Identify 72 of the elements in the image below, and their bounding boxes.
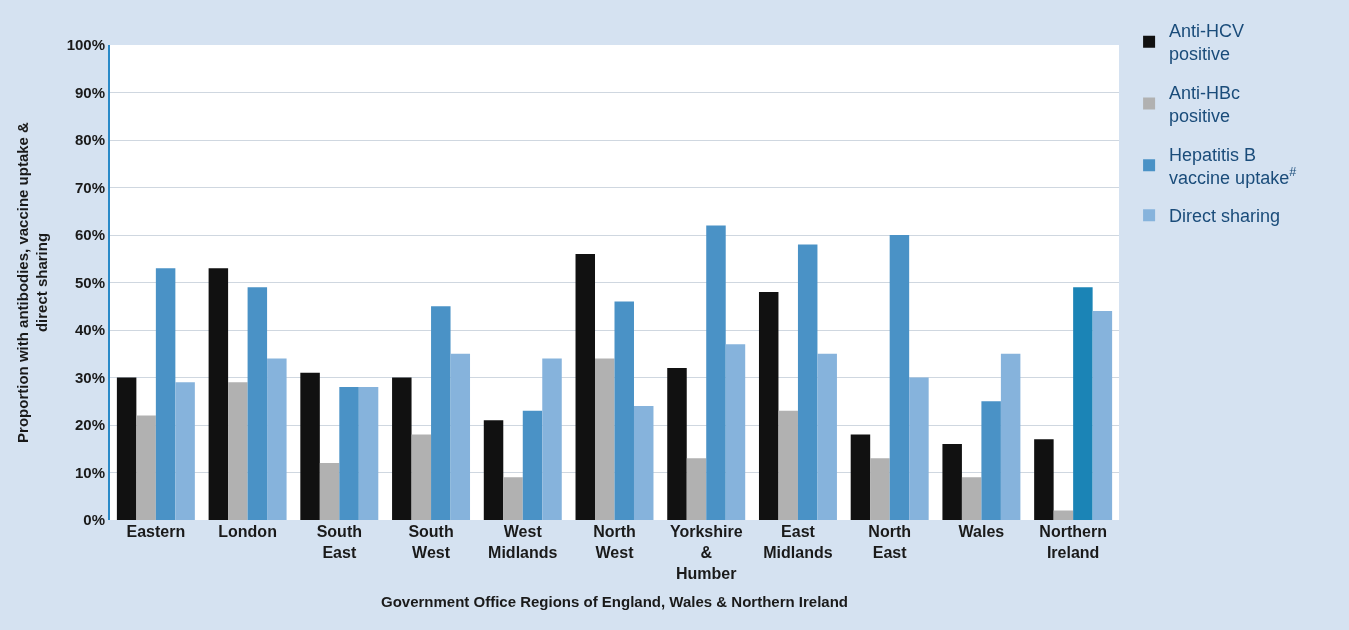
bar — [942, 444, 962, 520]
bar — [667, 368, 687, 520]
x-tick-label: North West — [593, 523, 636, 561]
bar — [1034, 439, 1054, 520]
bar — [1092, 311, 1113, 520]
bar — [981, 401, 1001, 520]
bar — [116, 377, 137, 520]
bar — [450, 353, 471, 520]
bar — [575, 254, 596, 520]
x-tick-label: Eastern — [126, 523, 186, 540]
x-tick-label: South West — [408, 523, 454, 561]
bar — [208, 268, 229, 520]
bar — [778, 410, 798, 520]
bar — [136, 415, 156, 520]
bar — [300, 372, 320, 520]
bar — [175, 382, 195, 520]
y-tick-label: 60% — [74, 226, 105, 244]
bar — [1000, 353, 1021, 520]
bar — [155, 268, 176, 520]
bar — [411, 434, 432, 520]
y-tick-label: 100% — [66, 36, 105, 54]
x-tick-label: North East — [868, 523, 912, 561]
y-tick-label: 10% — [74, 463, 105, 481]
bar — [319, 463, 340, 520]
bar — [870, 458, 890, 520]
bar — [339, 387, 359, 520]
bar — [850, 434, 871, 520]
x-tick-label: London — [218, 523, 277, 540]
y-tick-label: 50% — [74, 273, 105, 291]
y-tick-label: 0% — [83, 511, 105, 529]
bar — [817, 353, 837, 520]
legend-label: Anti-HCV positive — [1169, 20, 1245, 65]
bar — [503, 477, 523, 520]
bar — [595, 358, 615, 520]
x-tick-label: Wales — [958, 523, 1005, 540]
y-tick-label: 70% — [74, 178, 105, 196]
bar — [686, 458, 707, 520]
bar — [542, 358, 562, 520]
bar — [228, 382, 248, 520]
y-tick-label: 90% — [74, 83, 105, 101]
bar — [522, 410, 543, 520]
bar — [247, 287, 268, 520]
legend-label: Direct sharing — [1169, 206, 1281, 227]
y-tick-label: 40% — [74, 321, 105, 339]
bar — [797, 244, 818, 520]
bar — [1053, 510, 1074, 520]
bar — [961, 477, 982, 520]
x-tick-label: West Midlands — [488, 523, 558, 561]
bar — [889, 235, 910, 520]
bar — [431, 306, 451, 520]
x-axis-title: Government Office Regions of England, Wales & Northern Ireland — [380, 592, 849, 610]
y-tick-label: 30% — [74, 368, 105, 386]
bar — [1073, 287, 1093, 520]
bar — [358, 387, 379, 520]
bar — [706, 225, 726, 520]
bar — [633, 406, 654, 520]
bar — [483, 420, 504, 520]
bar — [758, 292, 779, 520]
x-tick-label: Northern Ireland — [1039, 523, 1107, 561]
bar — [392, 377, 412, 520]
y-axis-title: Proportion with antibodies, vaccine uptake & direct sharing — [13, 121, 51, 443]
x-tick-label: Yorkshire & Humber — [669, 523, 743, 582]
bar — [267, 358, 287, 520]
y-tick-label: 80% — [74, 131, 105, 149]
x-tick-label: East Midlands — [763, 523, 833, 561]
bar — [614, 301, 634, 520]
bar — [725, 344, 746, 520]
y-tick-label: 20% — [74, 416, 105, 434]
bar — [909, 377, 929, 520]
legend-label: Anti-HBc positive — [1169, 82, 1241, 127]
legend-label: Hepatitis B vaccine uptake$^{#}$ — [1169, 144, 1297, 188]
x-tick-label: South East — [316, 523, 362, 561]
